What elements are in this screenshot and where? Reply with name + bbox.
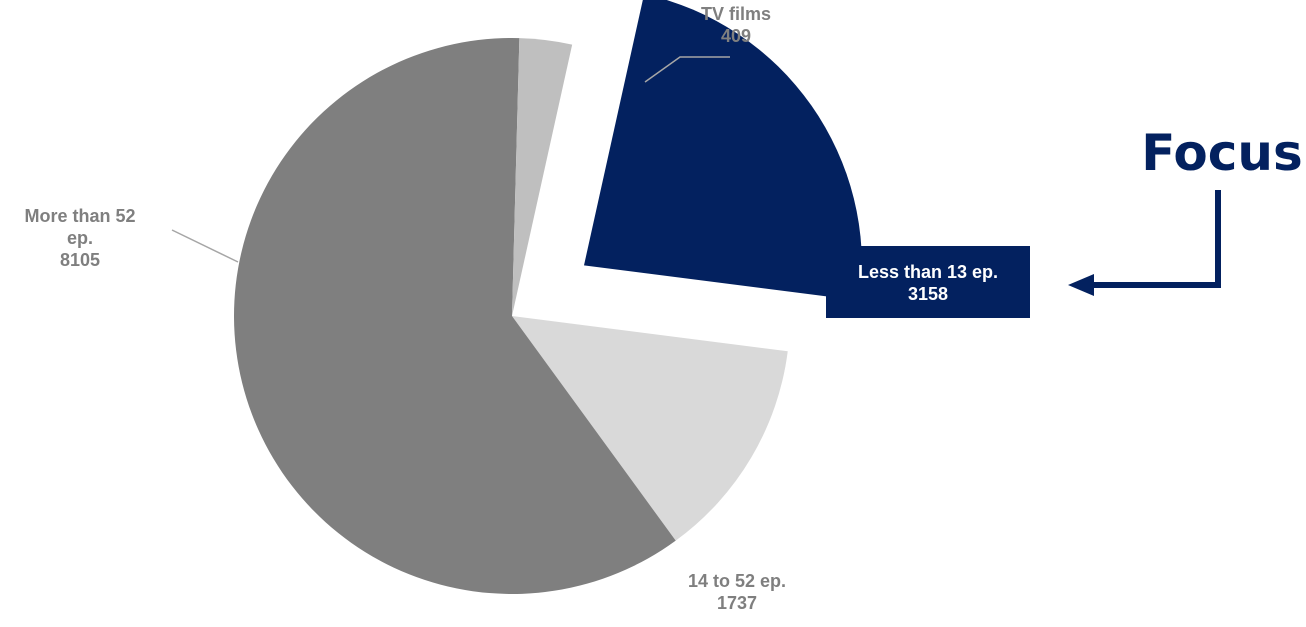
leader-lines [171,56,730,263]
slice-label: TV films 409 [701,4,771,46]
slice-category: TV films [701,4,771,24]
pie-slice [512,316,788,541]
slice-value: 3158 [908,284,948,304]
focus-annotation: Focus [1141,124,1302,182]
slice-label: More than 52 ep. 8105 [24,206,135,270]
pie-slice [234,38,676,595]
slice-label: 14 to 52 ep. 1737 [688,571,786,613]
slice-category: 14 to 52 ep. [688,571,786,591]
label-box [826,246,1030,318]
slice-category: More than 52 [24,206,135,226]
slice-category: Less than 13 ep. [858,262,998,282]
elbow-arrow-left-icon [1068,190,1221,296]
slice-value: 409 [721,26,751,46]
leader-line [171,229,239,263]
slice-value: 8105 [60,250,100,270]
pie-slice [512,38,573,317]
pie-slices [234,0,862,595]
slice-value: 1737 [717,593,757,613]
slice-category: ep. [67,228,93,248]
slice-labels: Less than 13 ep. 3158 14 to 52 ep. 1737 More… [24,4,1030,613]
leader-line [644,56,730,83]
slice-label: Less than 13 ep. 3158 [858,262,998,304]
